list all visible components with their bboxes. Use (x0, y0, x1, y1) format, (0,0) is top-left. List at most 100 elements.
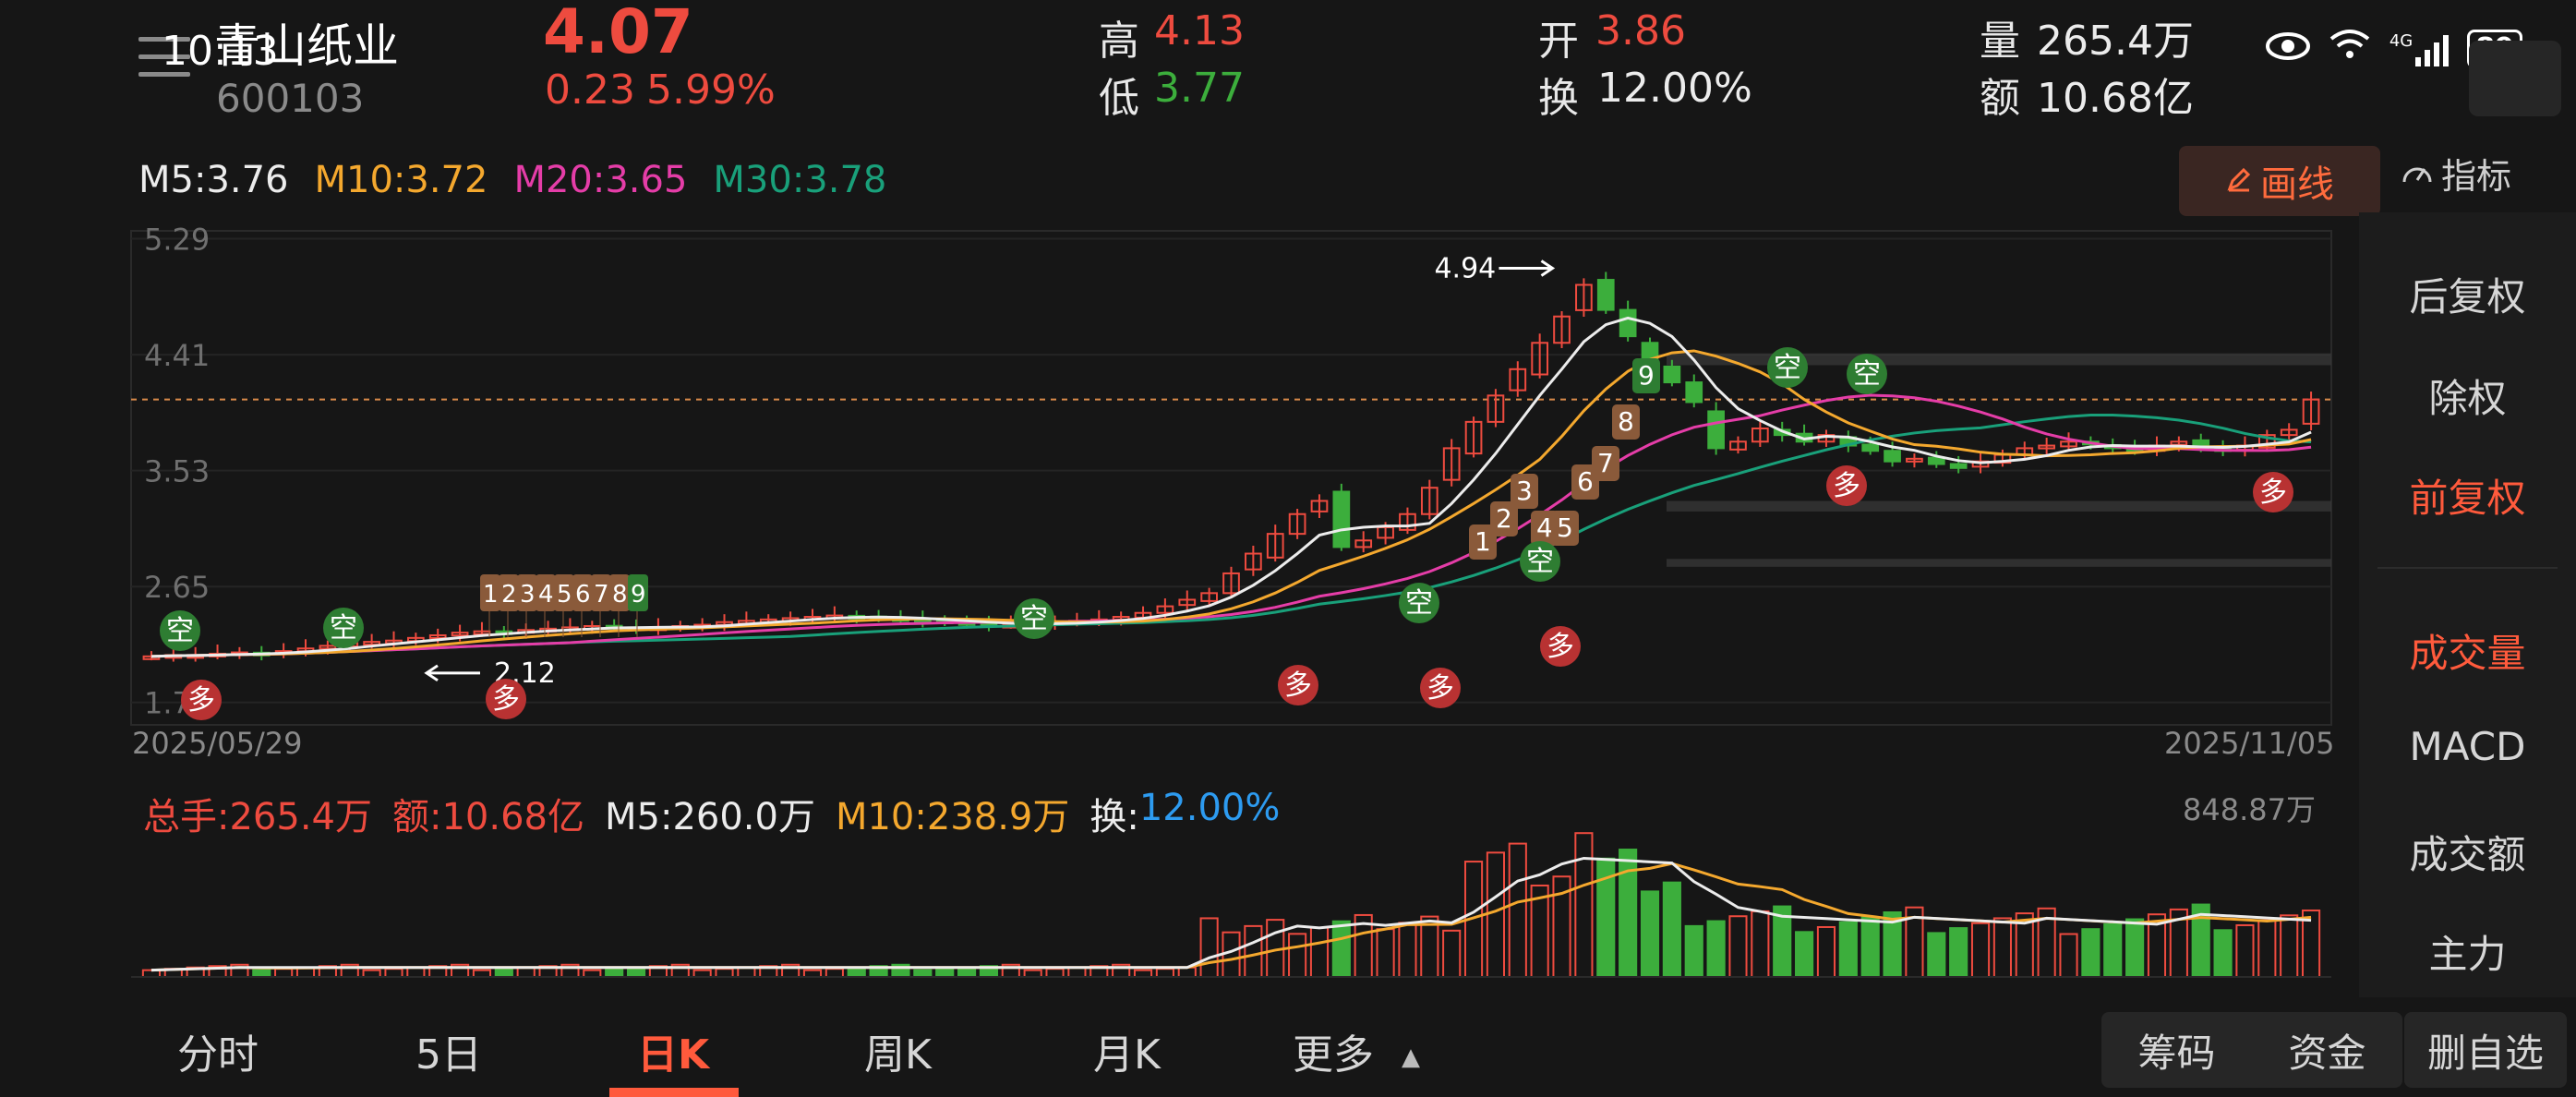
volume-chart[interactable] (0, 776, 2345, 988)
volume-bar (2213, 929, 2233, 979)
candle-body (1729, 440, 1747, 451)
pencil-icon (2225, 160, 2253, 202)
ma20-line (150, 393, 2312, 658)
volume-bar (1838, 921, 1858, 979)
buy-signal-marker-label: 多 (2259, 476, 2287, 509)
y-tick-label: 3.53 (144, 454, 210, 489)
candle-body (1553, 315, 1571, 344)
sequence-badge (499, 574, 519, 611)
price-change-pct: 5.99% (646, 66, 776, 114)
high-label: 高 (1099, 18, 1139, 65)
volume-bar (406, 966, 426, 978)
tab-5day[interactable]: 5日 (415, 1031, 482, 1079)
tab-monthly-k[interactable]: 月K (1093, 1031, 1161, 1079)
volume-bar (626, 966, 646, 978)
macd-option[interactable]: MACD (2409, 724, 2526, 769)
triangle-up-icon: ▲ (1402, 1043, 1420, 1071)
y-tick-label: 2.65 (144, 570, 210, 605)
current-price: 4.07 (543, 0, 693, 67)
sequence-label: 7 (594, 581, 609, 609)
volume-bar (252, 969, 271, 979)
ma30-label: M30:3.78 (713, 159, 887, 201)
volume-value: 265.4万 (2037, 18, 2194, 65)
sequence-badge (628, 574, 648, 611)
candle-body (451, 632, 469, 637)
wifi-icon (2329, 28, 2371, 69)
pre-adjust-option[interactable]: 前复权 (2409, 476, 2526, 521)
volume-bar (1199, 917, 1219, 978)
volume-bar (2257, 919, 2277, 978)
candle-body (1531, 342, 1549, 376)
volume-bar (1288, 933, 1307, 978)
volume-bar (2280, 914, 2299, 978)
candle-body (2060, 440, 2077, 448)
candle-body (1906, 457, 1923, 463)
volume-bar (1970, 922, 1991, 979)
candle-body (1949, 463, 1968, 469)
kline-chart[interactable]: 5.294.413.532.651.774.942.121 2 3 4 5 6 7 8 9123… (0, 222, 2345, 739)
high-value: 4.13 (1154, 7, 1245, 54)
sell-signal-marker-label: 空 (1405, 587, 1433, 620)
menu-icon[interactable] (138, 37, 190, 79)
candle-body (2038, 444, 2055, 450)
remove-watchlist-button[interactable]: 删自选 (2404, 1012, 2567, 1088)
volume-bar (802, 969, 823, 979)
sequence-label: 6 (575, 581, 591, 609)
tab-intraday[interactable]: 分时 (177, 1031, 259, 1079)
chart-frame (130, 230, 2332, 726)
tab-more[interactable]: 更多 ▲ (1293, 1021, 1420, 1080)
candle-body (1156, 605, 1174, 614)
indicator-button[interactable]: 指标 (2401, 148, 2511, 199)
sell-signal-marker-label: 空 (166, 615, 194, 647)
window-toggle-button[interactable] (2469, 41, 2561, 116)
ex-rights-option[interactable]: 除权 (2428, 376, 2507, 421)
x-start-label: 2025/05/29 (132, 726, 303, 761)
vol-m10-label: M10:238.9万 (835, 796, 1070, 838)
volume-ma5-line (150, 856, 2312, 972)
volume-bar (1662, 881, 1681, 978)
volume-bar (1684, 924, 1703, 979)
volume-bar (605, 968, 624, 979)
candle-body (1464, 420, 1483, 455)
buy-signal-marker (2253, 472, 2293, 512)
sequence-label: 9 (1638, 360, 1655, 391)
ma-legend: M5:3.76 M10:3.72 M20:3.65 M30:3.78 (138, 159, 886, 201)
volume-bar (935, 968, 955, 979)
volume-bar (2125, 918, 2145, 978)
main-force-option[interactable]: 主力 (2428, 932, 2507, 977)
buy-signal-marker (1826, 465, 1867, 506)
volume-bar (1398, 922, 1417, 978)
arrow-right-icon (1499, 259, 1556, 277)
candle-body (1927, 456, 1945, 465)
volume-indicator-option[interactable]: 成交量 (2409, 631, 2526, 676)
amount-indicator-option[interactable]: 成交额 (2409, 832, 2526, 877)
candle-body (1619, 308, 1637, 338)
ma5-label: M5:3.76 (138, 159, 289, 201)
volume-bar (1795, 931, 1814, 978)
turnover-value: 12.00% (1597, 65, 1752, 112)
candle-body (1332, 490, 1351, 548)
sequence-label: 6 (1577, 466, 1594, 497)
volume-max-label: 848.87万 (2183, 792, 2316, 827)
vol-turnover-value: 12.00% (1138, 787, 1281, 829)
funds-button[interactable]: 资金 (2288, 1030, 2366, 1076)
sequence-label: 2 (1496, 503, 1512, 534)
volume-bar (1574, 832, 1594, 978)
candle-body (1420, 487, 1438, 515)
sell-signal-marker (1767, 347, 1808, 388)
sequence-label: 8 (1618, 406, 1634, 437)
buy-signal-marker-label: 多 (1833, 470, 1860, 502)
volume-bar (1860, 916, 1880, 978)
low-label: 低 (1099, 75, 1139, 122)
volume-bar (847, 966, 866, 978)
volume-label: 量 (1980, 18, 2020, 65)
sequence-label: 5 (557, 581, 572, 609)
draw-line-button[interactable]: 画线 (2179, 146, 2380, 216)
tab-weekly-k[interactable]: 周K (864, 1031, 932, 1079)
volume-bar (1949, 927, 1968, 979)
sequence-badge (1551, 511, 1579, 546)
tab-daily-k[interactable]: 日K (637, 1031, 710, 1079)
chips-button[interactable]: 筹码 (2137, 1030, 2216, 1076)
post-adjust-option[interactable]: 后复权 (2409, 274, 2526, 319)
volume-bar (1486, 851, 1505, 978)
